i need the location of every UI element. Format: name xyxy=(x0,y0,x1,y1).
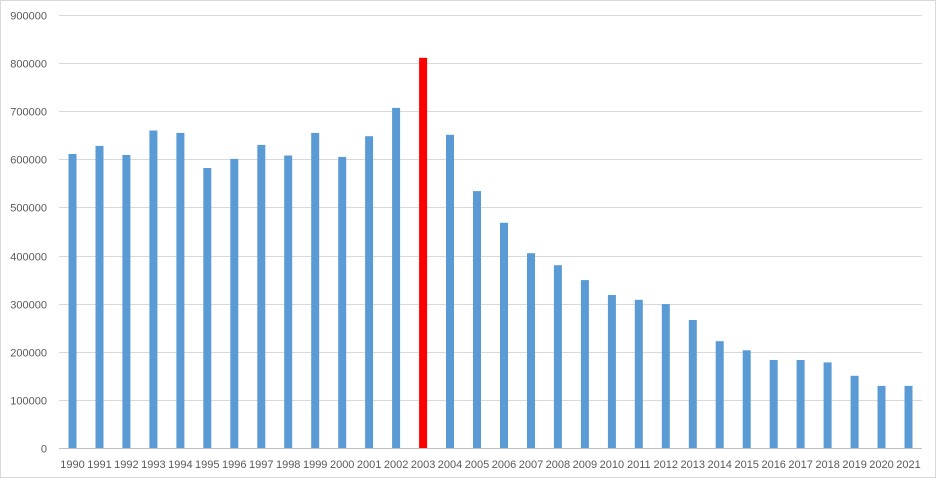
x-tick-label: 2011 xyxy=(627,459,651,471)
y-tick-label: 400000 xyxy=(10,252,47,264)
x-tick-label: 2013 xyxy=(681,459,705,471)
x-tick-label: 1991 xyxy=(87,459,111,471)
x-tick-label: 1998 xyxy=(276,459,300,471)
x-tick-label: 2009 xyxy=(573,459,597,471)
x-tick-label: 2012 xyxy=(654,459,678,471)
bar xyxy=(742,350,751,448)
x-tick-label: 2010 xyxy=(600,459,624,471)
bar xyxy=(823,362,832,448)
bar xyxy=(877,385,886,448)
y-axis-tick-labels: 0 100000 200000 300000 400000 500000 600000 700… xyxy=(10,11,47,456)
x-tick-label: 2017 xyxy=(788,459,812,471)
x-tick-label: 2016 xyxy=(761,459,785,471)
bar xyxy=(527,253,535,448)
x-tick-label: 1995 xyxy=(195,459,219,471)
y-tick-label: 900000 xyxy=(10,11,47,23)
x-tick-label: 2000 xyxy=(330,459,354,471)
bar xyxy=(149,130,158,448)
bar xyxy=(796,360,805,448)
bar xyxy=(122,155,131,448)
y-tick-label: 0 xyxy=(41,444,47,456)
x-tick-label: 2020 xyxy=(869,459,893,471)
y-tick-label: 300000 xyxy=(10,300,47,312)
x-tick-label: 1997 xyxy=(249,459,273,471)
y-tick-label: 200000 xyxy=(10,348,47,360)
bar xyxy=(68,154,77,448)
bar xyxy=(661,304,670,448)
bar xyxy=(634,299,643,448)
bar xyxy=(230,158,239,448)
bar xyxy=(446,134,454,449)
x-tick-label: 2015 xyxy=(734,459,758,471)
bar xyxy=(473,191,481,448)
bar xyxy=(284,155,293,448)
bar xyxy=(850,375,859,448)
x-tick-label: 2006 xyxy=(492,459,516,471)
bar xyxy=(365,136,374,448)
bar xyxy=(769,360,778,448)
bar xyxy=(392,107,401,449)
x-tick-label: 2021 xyxy=(896,459,920,471)
bar xyxy=(904,385,913,448)
bar xyxy=(553,265,562,448)
y-tick-label: 800000 xyxy=(10,59,47,71)
bar xyxy=(715,341,724,448)
bars xyxy=(68,57,913,449)
x-tick-label: 1990 xyxy=(60,459,84,471)
x-tick-label: 2018 xyxy=(815,459,839,471)
x-axis-tick-labels: 1990 1991 1992 1993 1994 1995 1996 1997 1998 1999… xyxy=(60,459,920,471)
bar xyxy=(580,280,589,448)
x-tick-label: 2008 xyxy=(546,459,570,471)
bar xyxy=(257,144,266,448)
bar xyxy=(338,156,347,448)
x-tick-label: 2002 xyxy=(384,459,408,471)
bar xyxy=(176,132,185,448)
y-tick-label: 500000 xyxy=(10,203,47,215)
y-tick-label: 100000 xyxy=(10,396,47,408)
bar xyxy=(311,132,320,448)
x-tick-label: 2007 xyxy=(519,459,543,471)
bar xyxy=(607,295,616,448)
bar xyxy=(203,168,212,448)
x-tick-label: 2003 xyxy=(411,459,435,471)
bar xyxy=(500,222,508,448)
x-tick-label: 1993 xyxy=(141,459,165,471)
bar-highlighted xyxy=(419,57,428,449)
x-tick-label: 1994 xyxy=(168,459,192,471)
x-tick-label: 2014 xyxy=(707,459,731,471)
x-tick-label: 1996 xyxy=(222,459,246,471)
bar xyxy=(688,320,697,448)
bar xyxy=(95,145,104,448)
gridlines xyxy=(59,15,922,401)
y-tick-label: 600000 xyxy=(10,155,47,167)
x-tick-label: 1992 xyxy=(114,459,138,471)
x-tick-label: 1999 xyxy=(303,459,327,471)
y-tick-label: 700000 xyxy=(10,107,47,119)
x-tick-label: 2005 xyxy=(465,459,489,471)
x-tick-label: 2004 xyxy=(438,459,462,471)
x-tick-label: 2001 xyxy=(357,459,381,471)
x-tick-label: 2019 xyxy=(842,459,866,471)
